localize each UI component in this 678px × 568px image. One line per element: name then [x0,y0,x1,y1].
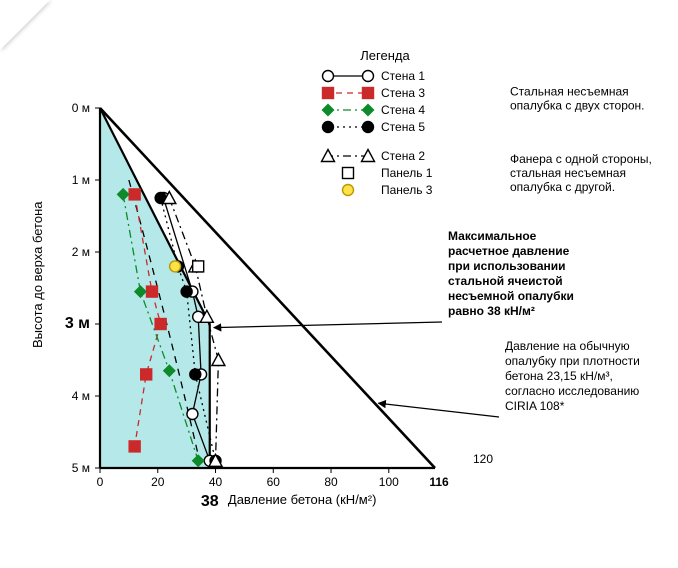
x-axis-title: Давление бетона (кН/м²) [228,492,377,507]
annot-ciria-text: согласно исследованию [505,384,639,398]
x-tick-label: 100 [379,475,399,489]
page-fold-corner [0,0,50,50]
legend-label-wall1: Стена 1 [381,69,425,83]
annot-max-pressure-text: Максимальное [448,229,537,243]
annot-ciria-arrow [378,403,499,417]
legend-label-wall5: Стена 5 [381,120,425,134]
chart-container: { "chart": { "type": "scatter-line", "ba… [0,0,678,568]
legend-label-panel1: Панель 1 [381,166,433,180]
annot-max-pressure-arrow [214,322,442,328]
x-emph-38: 38 [201,493,219,510]
legend-group1-note: Стальная несъемная [510,85,629,99]
legend-group1-note: опалубка с двух сторон. [510,99,645,113]
y-tick-label: 5 м [72,461,90,475]
y-tick-label: 1 м [72,173,90,187]
annot-max-pressure-text: при использовании [448,259,566,273]
annot-ciria-text: CIRIA 108* [505,399,565,413]
legend-title: Легенда [360,48,410,63]
annot-max-pressure-text: стальной ячеистой [448,274,563,288]
legend-group2-note: стальная несъемная [510,166,626,180]
y-tick-label: 4 м [72,389,90,403]
annot-max-pressure-text: равно 38 кН/м² [448,304,535,318]
x-tick-label: 40 [209,475,223,489]
y-tick-label: 0 м [72,101,90,115]
annot-max-pressure-text: несъемной опалубки [448,289,574,303]
x-tick-116: 116 [429,475,449,489]
y-tick-label: 3 м [65,315,90,332]
annot-ciria-text: Давление на обычную [505,339,630,353]
y-tick-label: 2 м [72,245,90,259]
legend-label-panel3: Панель 3 [381,183,433,197]
legend-label-wall4: Стена 4 [381,103,425,117]
annot-max-pressure-text: расчетное давление [448,244,570,258]
x-tick-label: 20 [151,475,165,489]
annot-ciria-text: опалубку при плотности [505,354,640,368]
annot-ciria-text: бетона 23,15 кН/м³, [505,369,613,383]
legend-group2-note: Фанера с одной стороны, [510,152,652,166]
y-axis-title: Высота до верха бетона [30,201,45,348]
x-tick-label: 60 [267,475,281,489]
label-120: 120 [473,452,493,466]
chart-svg: 0 м 1 м 2 м 3 м 4 м 5 м 0 20 40 60 80 100 38 116 120 Да… [0,0,678,568]
x-tick-label: 80 [324,475,338,489]
legend-group2-note: опалубка с другой. [510,180,615,194]
legend-label-wall2: Стена 2 [381,149,425,163]
x-tick-label: 0 [97,475,104,489]
legend-label-wall3: Стена 3 [381,86,425,100]
